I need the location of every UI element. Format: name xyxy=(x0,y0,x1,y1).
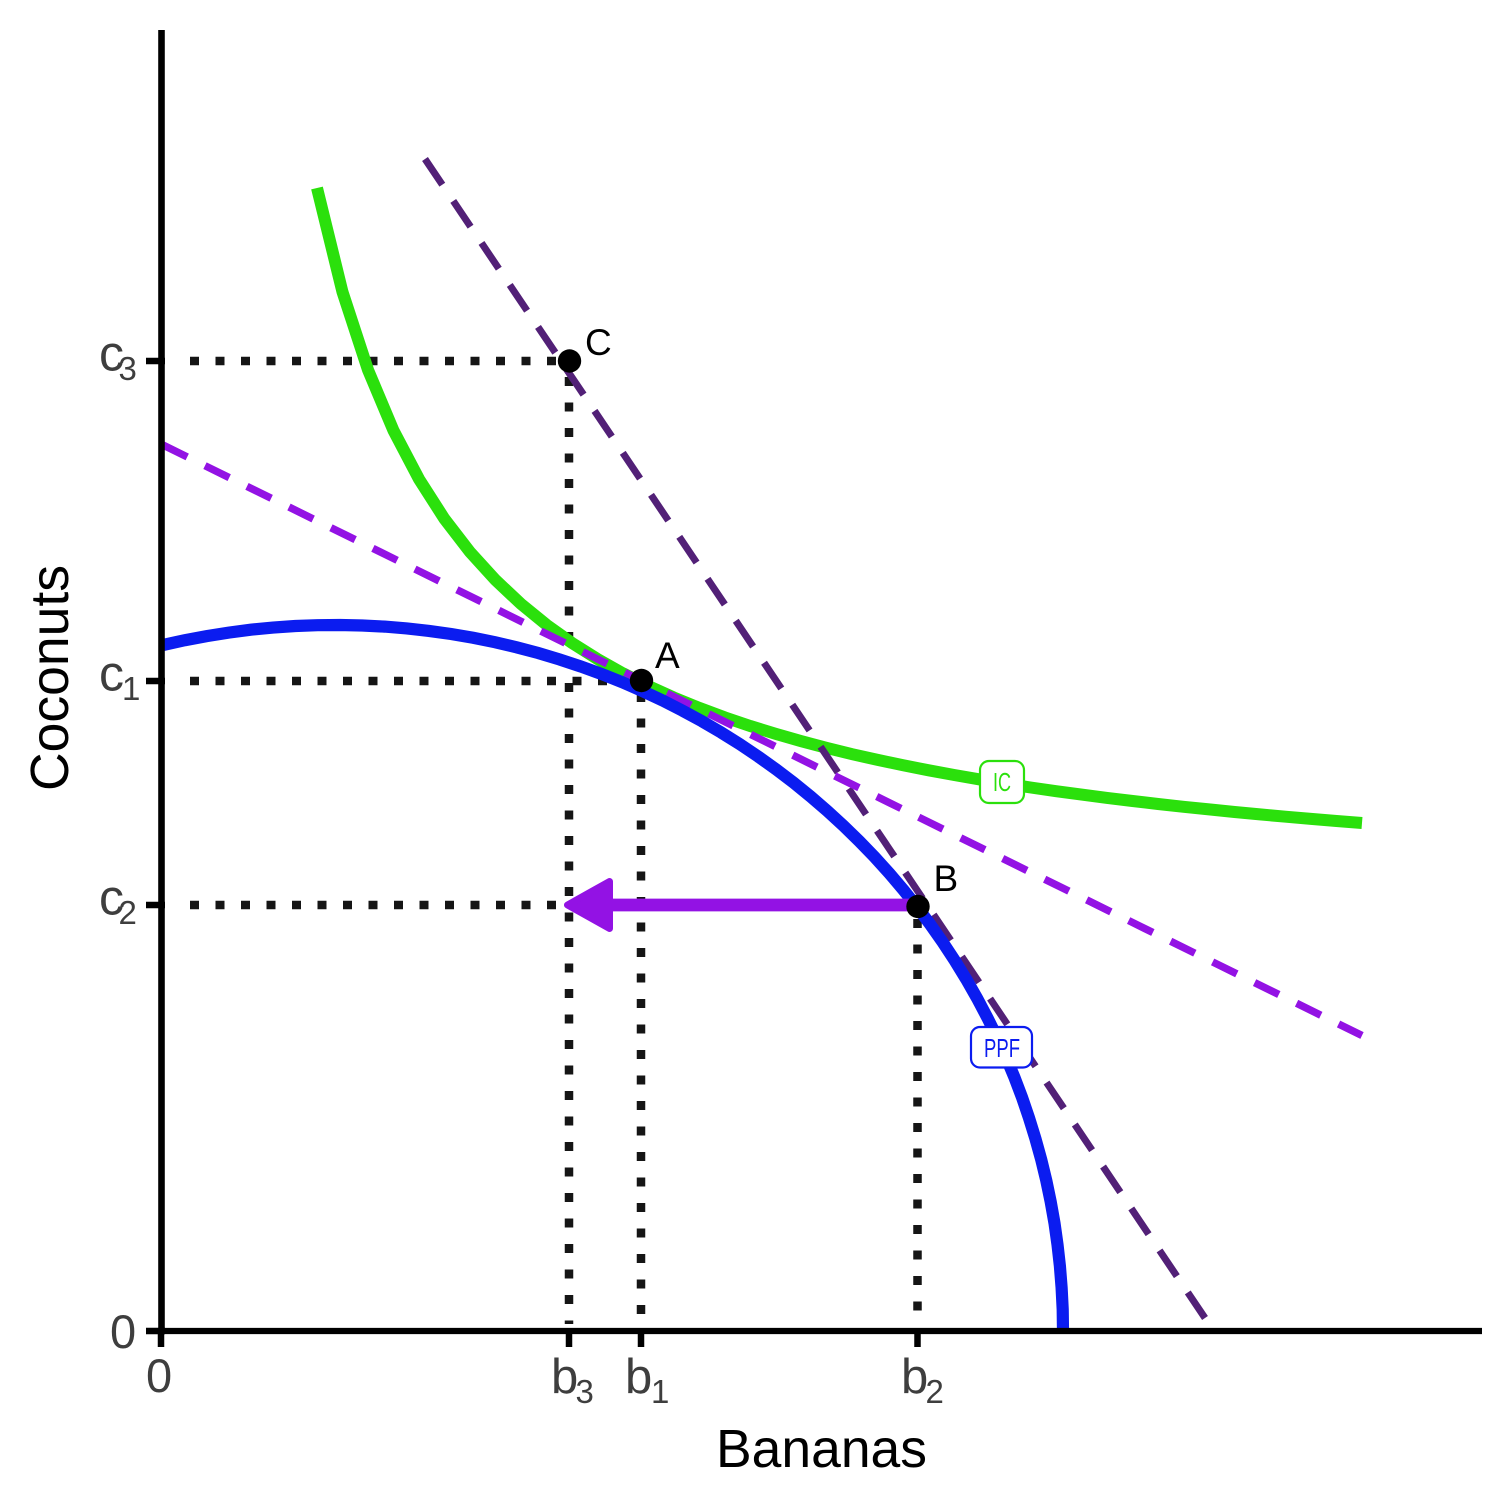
svg-text:3: 3 xyxy=(119,350,137,387)
svg-text:Coconuts: Coconuts xyxy=(20,565,80,791)
svg-text:c: c xyxy=(99,870,124,926)
svg-text:C: C xyxy=(585,322,612,363)
svg-text:1: 1 xyxy=(122,670,140,707)
svg-text:1: 1 xyxy=(651,1373,669,1410)
svg-text:0: 0 xyxy=(110,1305,136,1358)
svg-text:A: A xyxy=(655,635,680,676)
svg-text:2: 2 xyxy=(926,1373,944,1410)
svg-text:b: b xyxy=(901,1350,928,1404)
svg-text:b: b xyxy=(551,1350,578,1404)
svg-text:B: B xyxy=(934,858,959,899)
svg-text:3: 3 xyxy=(576,1373,594,1410)
svg-text:Bananas: Bananas xyxy=(716,1419,927,1479)
svg-text:b: b xyxy=(625,1350,652,1404)
svg-text:c: c xyxy=(99,646,124,702)
svg-text:PPF: PPF xyxy=(984,1035,1020,1063)
svg-text:c: c xyxy=(99,326,124,382)
svg-text:IC: IC xyxy=(993,767,1011,797)
svg-text:0: 0 xyxy=(146,1349,172,1402)
svg-text:2: 2 xyxy=(119,894,137,931)
